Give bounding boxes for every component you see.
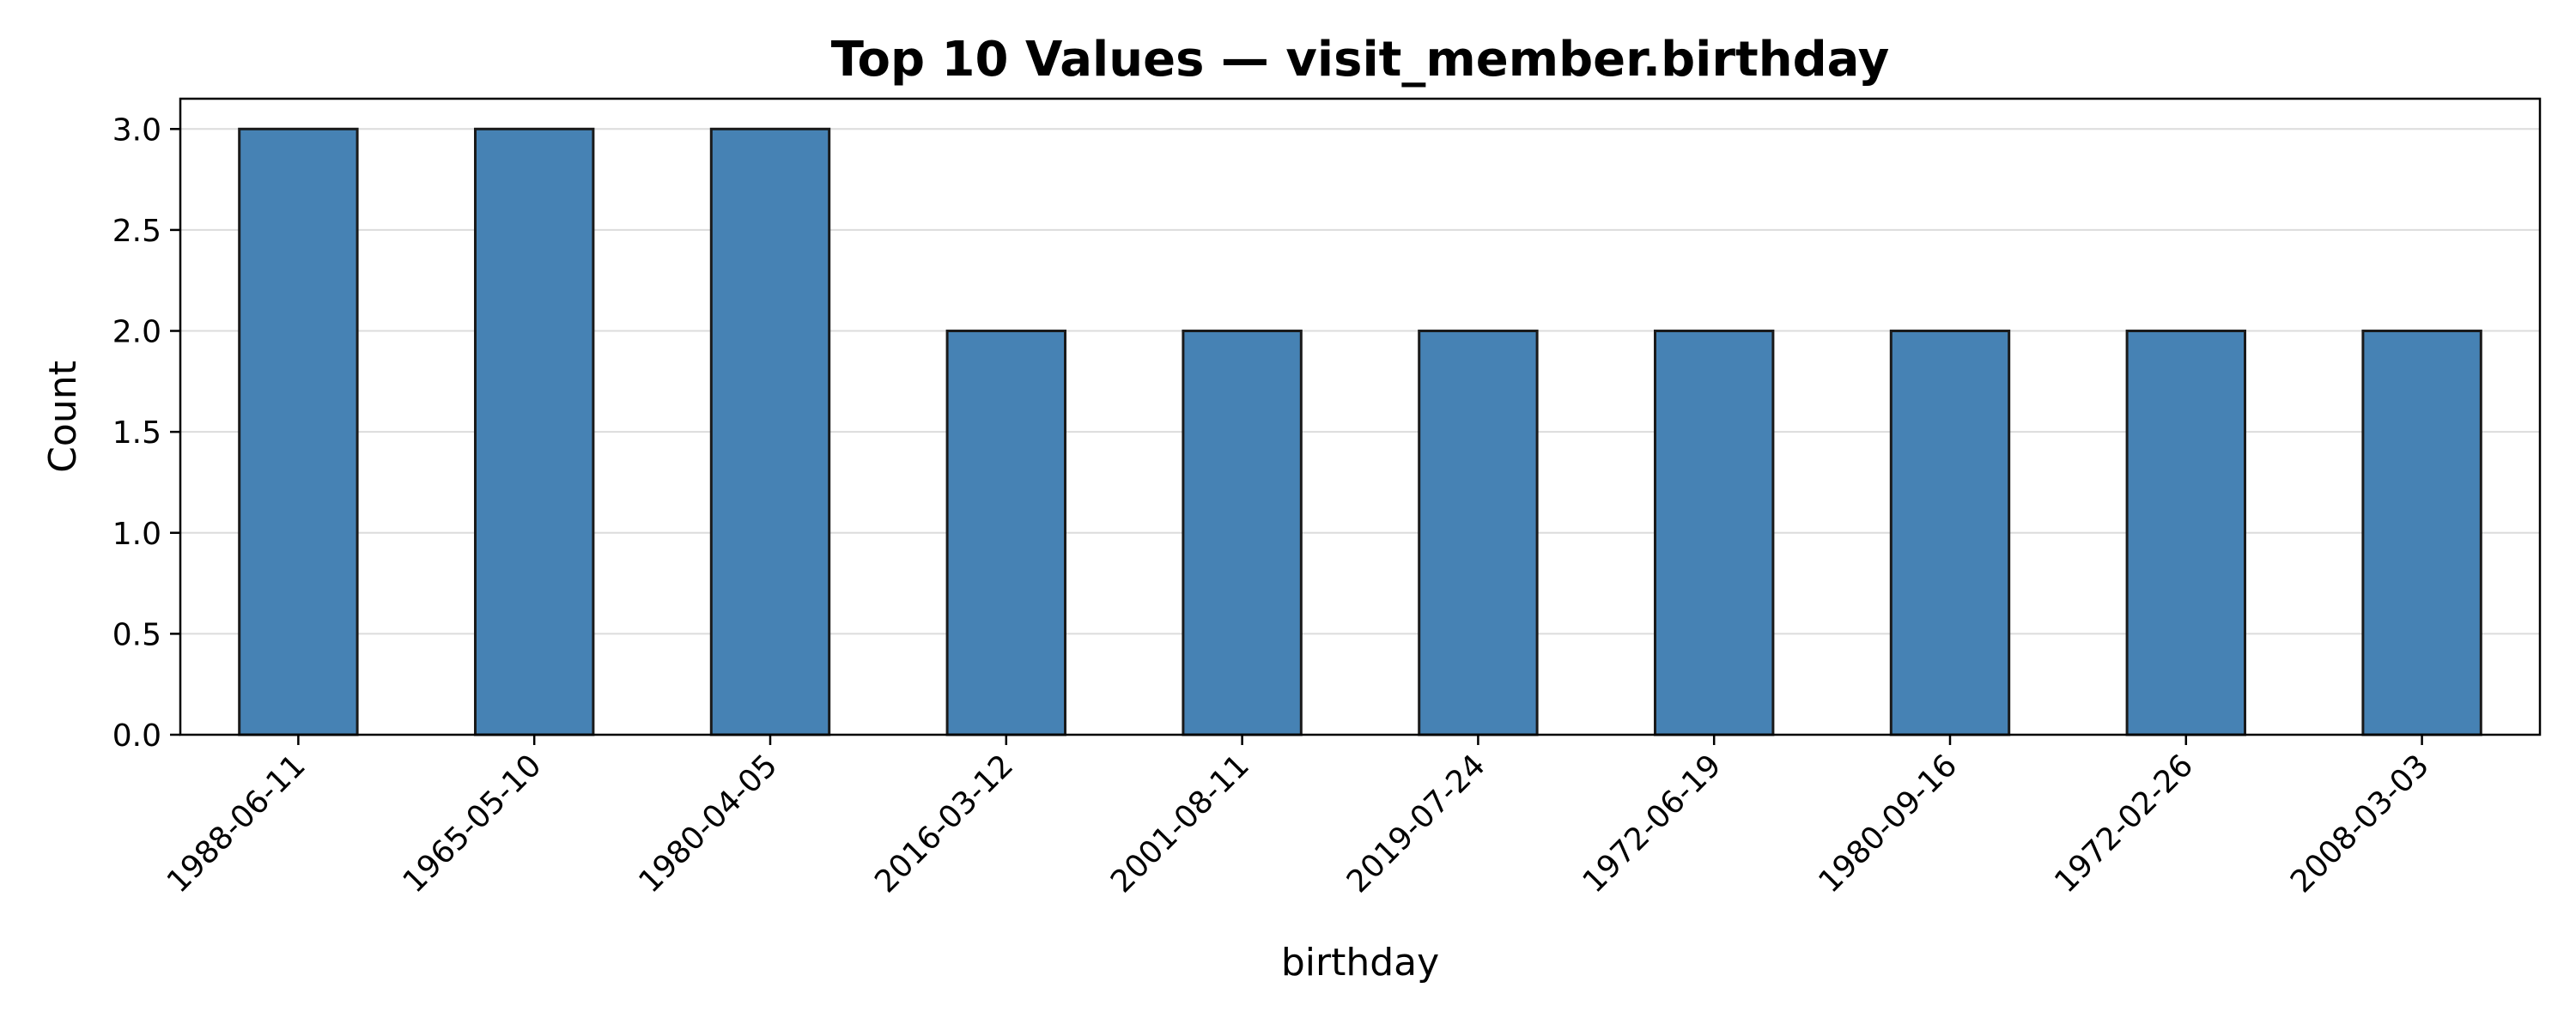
y-tick-label: 0.5 [112,617,161,652]
plot-frame [179,97,2542,736]
bar [238,127,359,736]
bar [1182,330,1303,736]
bar [2361,330,2482,736]
y-tick-label: 1.0 [112,517,161,552]
y-tick-label: 0.0 [112,718,161,754]
y-tick-label: 2.0 [112,315,161,350]
bar [474,127,595,736]
bar [2125,330,2247,736]
bar [1418,330,1539,736]
bar [945,330,1066,736]
y-tick-label: 1.5 [112,415,161,451]
chart-title: Top 10 Values — visit_member.birthday [831,32,1890,88]
y-axis-label: Count [41,360,85,473]
y-tick-label: 3.0 [112,112,161,148]
y-axis-ticks: 0.0 0.5 1.0 1.5 2.0 2.5 3.0 [112,112,180,754]
y-tick-label: 2.5 [112,214,161,249]
bar [709,127,831,736]
bar [1889,330,2011,736]
x-axis-label: birthday [1281,941,1439,985]
bar [1654,330,1775,736]
